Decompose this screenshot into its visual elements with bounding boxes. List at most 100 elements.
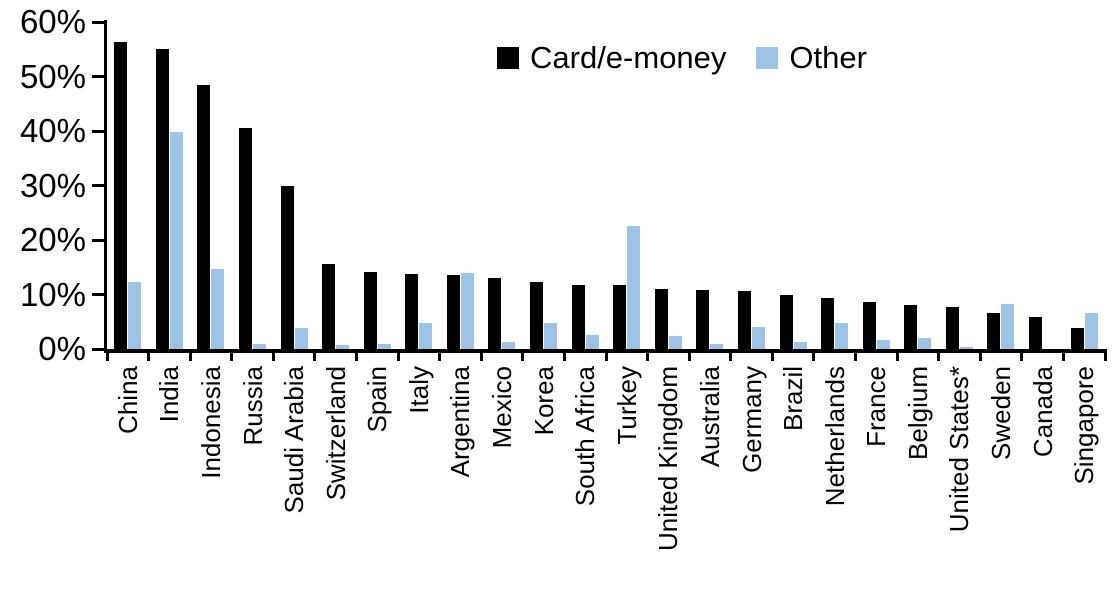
y-tick-label-30: 30% [19, 166, 86, 204]
x-label-australia: Australia [694, 366, 725, 468]
bar-group-canada [1022, 22, 1064, 349]
bar-group-argentina [440, 22, 482, 349]
bar-card-e-money-switzerland [322, 263, 336, 349]
x-tick-9 [479, 350, 483, 361]
bar-card-e-money-mexico [488, 278, 502, 349]
x-label-italy: Italy [403, 366, 434, 414]
legend-item-card-e-money: Card/e-money [497, 42, 726, 73]
y-tick-60 [92, 20, 105, 24]
x-label-germany: Germany [736, 366, 767, 473]
x-label-korea: Korea [528, 366, 559, 436]
x-tick-24 [1103, 350, 1107, 361]
x-tick-15 [729, 350, 733, 361]
bar-card-e-money-france [862, 302, 876, 349]
x-tick-14 [687, 350, 691, 361]
bar-card-e-money-belgium [904, 304, 918, 349]
y-tick-label-50: 50% [19, 57, 86, 95]
x-tick-4 [271, 350, 275, 361]
x-tick-23 [1061, 350, 1065, 361]
bar-group-india [149, 22, 191, 349]
x-tick-19 [895, 350, 899, 361]
bar-other-argentina [460, 272, 474, 349]
bar-card-e-money-saudi-arabia [280, 186, 294, 349]
bar-other-sweden [1001, 304, 1015, 349]
x-label-united-kingdom: United Kingdom [653, 366, 684, 551]
bar-group-brazil [772, 22, 814, 349]
x-label-switzerland: Switzerland [320, 366, 351, 501]
bar-group-australia [689, 22, 731, 349]
x-tick-1 [147, 350, 151, 361]
y-tick-10 [92, 293, 105, 296]
bar-group-south-africa [564, 22, 606, 349]
plot-area [107, 22, 1105, 349]
bar-other-brazil [793, 342, 807, 349]
bar-group-china [107, 22, 149, 349]
bar-group-netherlands [814, 22, 856, 349]
y-tick-label-60: 60% [19, 3, 86, 40]
bar-group-indonesia [190, 22, 232, 349]
x-label-france: France [861, 366, 892, 447]
x-tick-18 [854, 350, 857, 361]
bar-other-france [876, 340, 890, 349]
x-label-united-states: United States* [944, 366, 975, 533]
bar-card-e-money-italy [405, 273, 419, 349]
bar-card-e-money-united-kingdom [654, 288, 668, 349]
bar-group-france [855, 22, 897, 349]
x-label-south-africa: South Africa [570, 366, 601, 507]
x-tick-5 [313, 350, 317, 361]
x-tick-8 [438, 350, 442, 361]
x-tick-11 [562, 350, 566, 361]
x-label-netherlands: Netherlands [819, 366, 850, 507]
bar-card-e-money-turkey [613, 285, 627, 349]
bar-card-e-money-netherlands [821, 298, 835, 349]
x-label-china: China [112, 366, 143, 434]
bar-card-e-money-united-states [945, 306, 959, 349]
x-label-mexico: Mexico [487, 366, 518, 449]
bar-card-e-money-brazil [779, 294, 793, 349]
y-tick-30 [92, 184, 105, 187]
bar-group-saudi-arabia [273, 22, 315, 349]
x-label-brazil: Brazil [778, 366, 809, 432]
legend-swatch-card-icon [497, 46, 519, 69]
bar-group-united-kingdom [648, 22, 690, 349]
bar-other-mexico [502, 341, 516, 349]
bar-card-e-money-spain [363, 272, 377, 349]
bar-other-indonesia [211, 269, 225, 349]
bar-group-mexico [481, 22, 523, 349]
legend-swatch-other-icon [756, 46, 779, 69]
bar-other-singapore [1084, 312, 1098, 349]
x-tick-7 [396, 350, 400, 361]
bar-group-singapore [1063, 22, 1105, 349]
bar-card-e-money-india [155, 48, 169, 349]
bar-other-switzerland [336, 345, 350, 349]
bar-group-germany [731, 22, 773, 349]
x-tick-0 [105, 350, 109, 361]
x-label-canada: Canada [1027, 366, 1058, 458]
x-tick-3 [230, 350, 234, 361]
x-label-spain: Spain [362, 366, 393, 433]
y-tick-label-10: 10% [19, 275, 86, 313]
x-tick-17 [812, 350, 816, 361]
y-tick-label-40: 40% [19, 112, 86, 149]
bar-card-e-money-germany [737, 291, 751, 349]
x-tick-16 [770, 350, 774, 361]
bar-card-e-money-sweden [987, 313, 1001, 349]
bar-card-e-money-korea [530, 281, 544, 349]
x-tick-12 [604, 350, 608, 361]
x-tick-21 [978, 350, 982, 361]
x-label-singapore: Singapore [1069, 366, 1100, 485]
x-tick-2 [188, 350, 192, 361]
bar-other-united-kingdom [668, 335, 682, 349]
bar-group-sweden [980, 22, 1022, 349]
legend-label-other: Other [789, 40, 867, 75]
legend-label-card-e-money: Card/e-money [530, 40, 727, 75]
bar-other-spain [377, 343, 391, 349]
bar-other-italy [419, 322, 433, 349]
y-tick-label-20: 20% [19, 221, 86, 258]
bar-card-e-money-russia [239, 127, 253, 349]
bar-other-saudi-arabia [294, 328, 308, 349]
bar-other-australia [710, 343, 724, 349]
bar-other-turkey [627, 226, 641, 349]
bar-group-spain [356, 22, 398, 349]
